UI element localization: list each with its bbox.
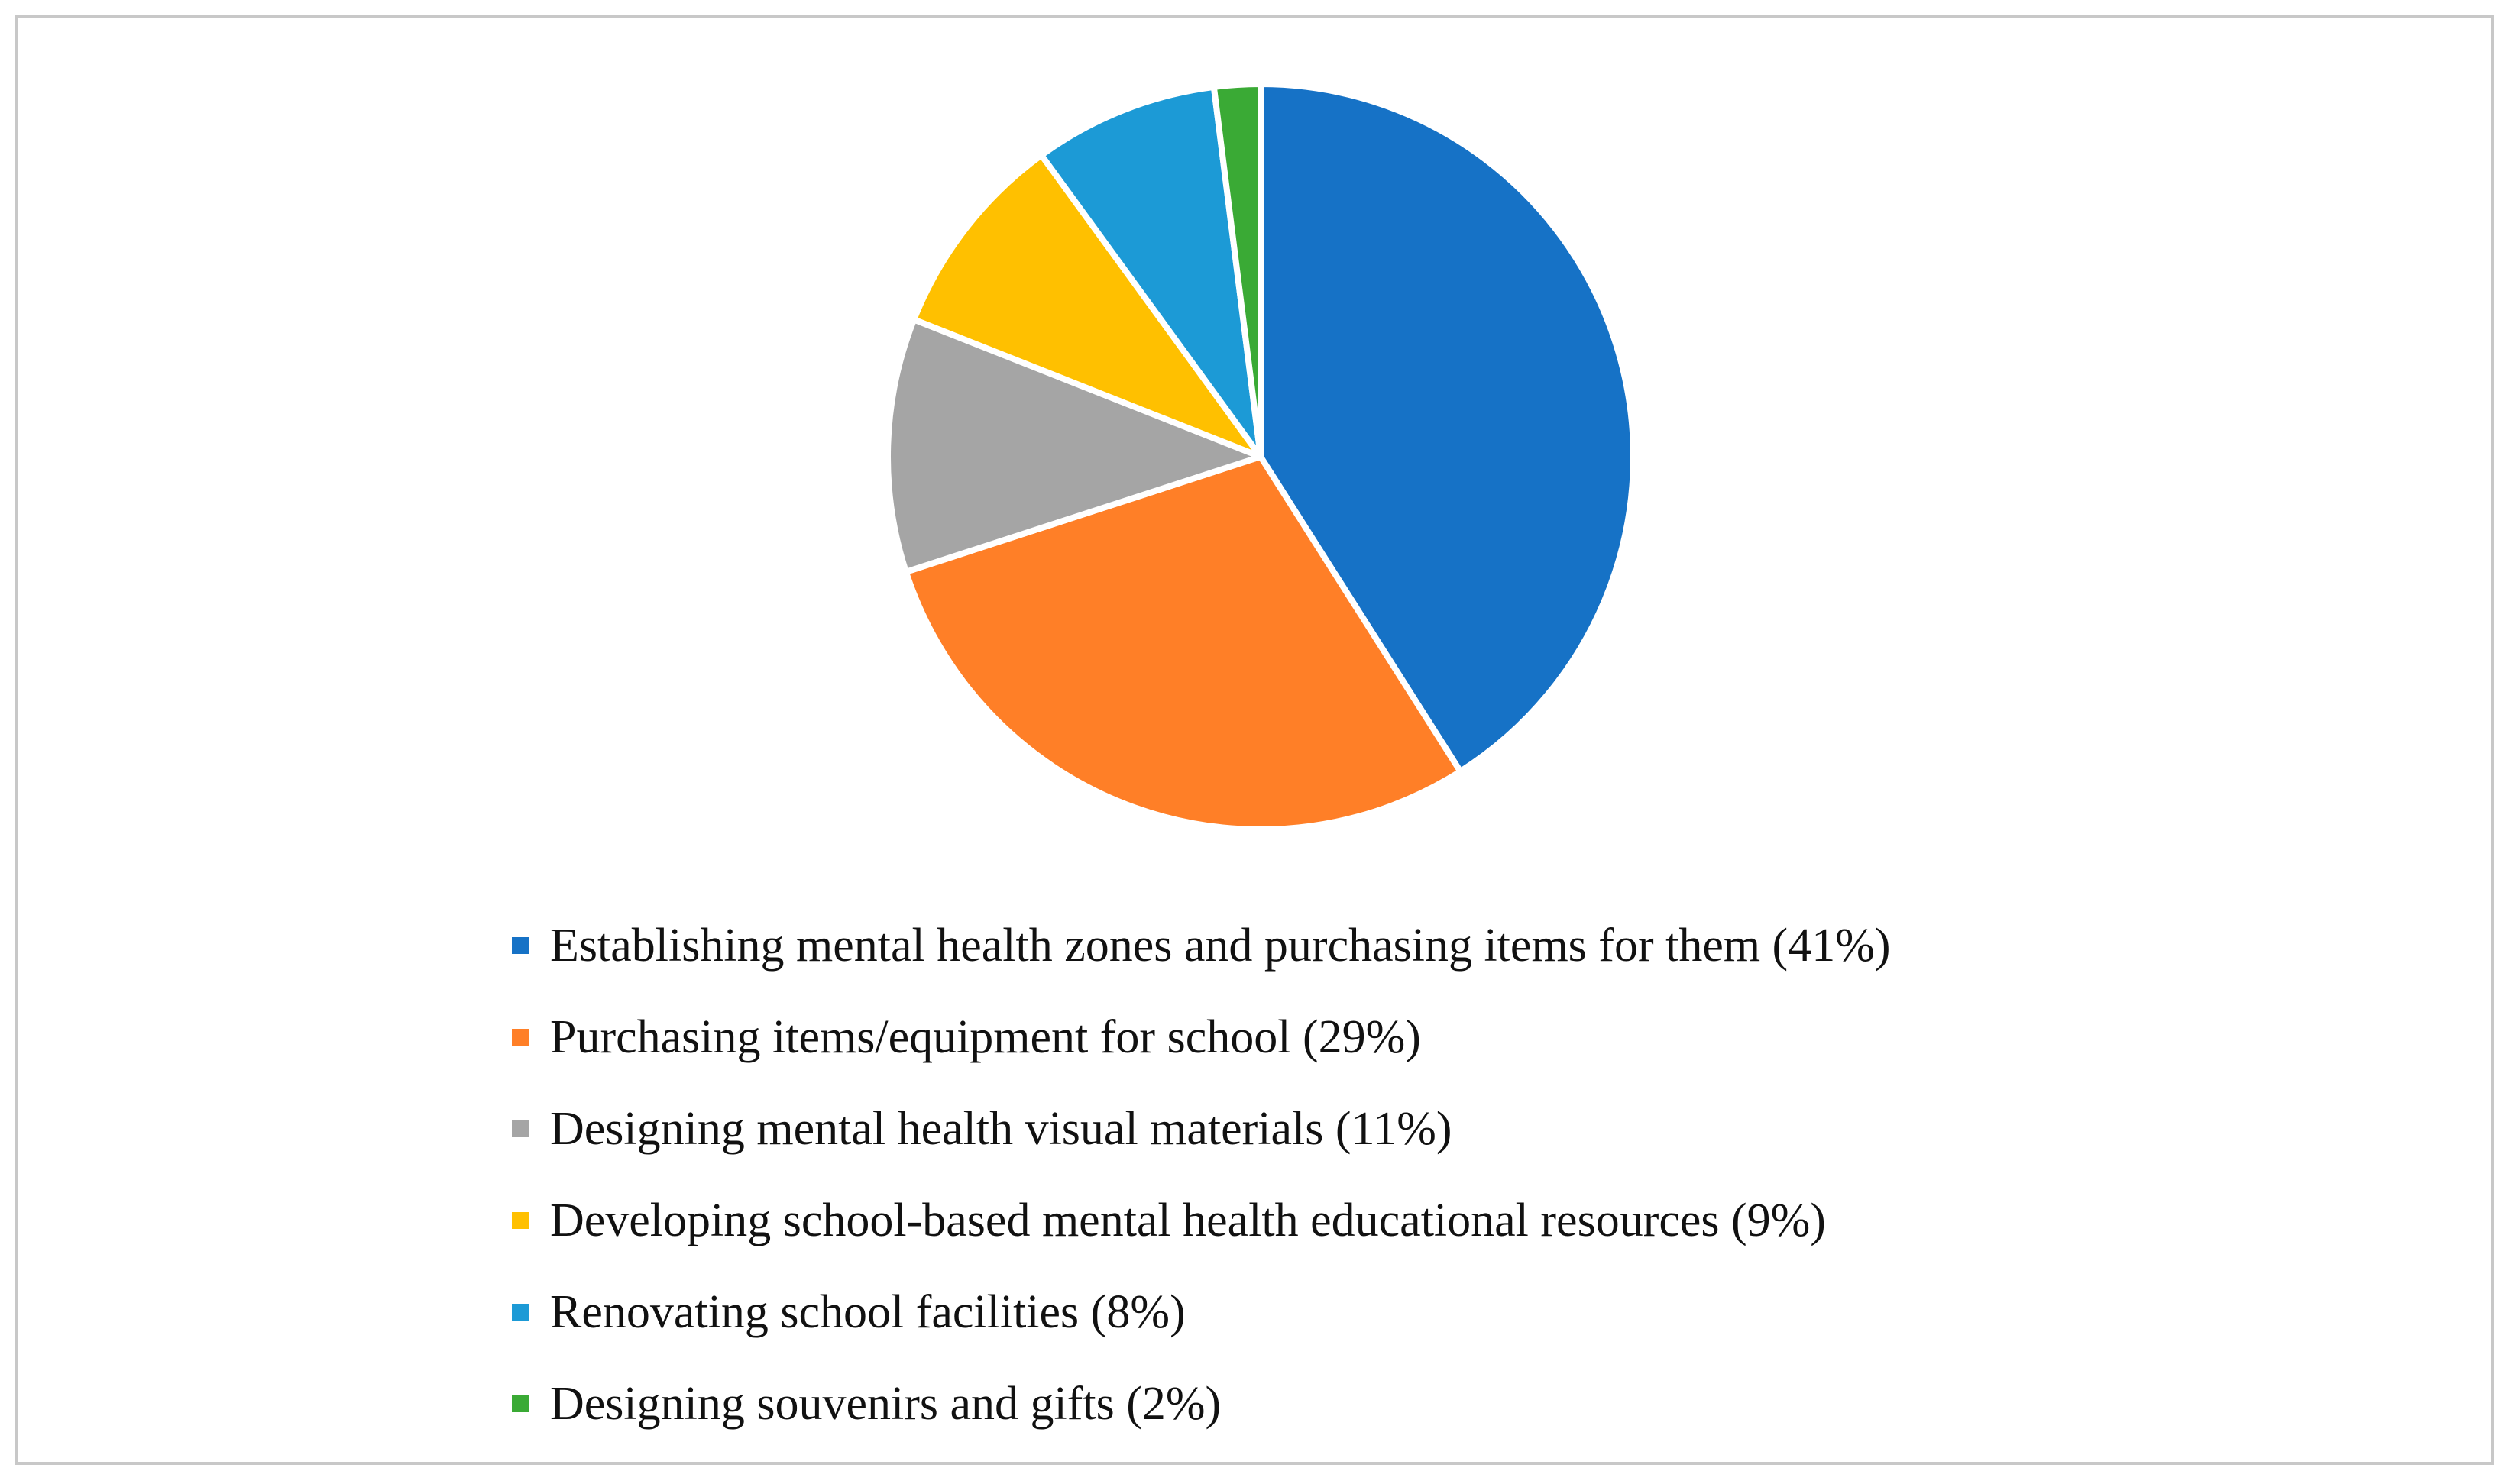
- legend-item-5: Renovating school facilities (8%): [512, 1266, 1891, 1358]
- legend-swatch-icon: [512, 1212, 529, 1229]
- legend: Establishing mental health zones and pur…: [512, 900, 1891, 1450]
- legend-label: Establishing mental health zones and pur…: [550, 922, 1891, 969]
- legend-swatch-icon: [512, 1395, 529, 1412]
- legend-item-6: Designing souvenirs and gifts (2%): [512, 1358, 1891, 1450]
- legend-label: Renovating school facilities (8%): [550, 1288, 1186, 1336]
- legend-item-1: Establishing mental health zones and pur…: [512, 900, 1891, 991]
- legend-item-2: Purchasing items/equipment for school (2…: [512, 991, 1891, 1083]
- legend-label: Developing school-based mental health ed…: [550, 1197, 1826, 1244]
- legend-swatch-icon: [512, 1120, 529, 1137]
- legend-label: Designing souvenirs and gifts (2%): [550, 1380, 1221, 1427]
- legend-swatch-icon: [512, 1029, 529, 1046]
- legend-label: Designing mental health visual materials…: [550, 1105, 1452, 1153]
- legend-swatch-icon: [512, 937, 529, 954]
- legend-item-4: Developing school-based mental health ed…: [512, 1175, 1891, 1266]
- legend-label: Purchasing items/equipment for school (2…: [550, 1014, 1421, 1061]
- legend-item-3: Designing mental health visual materials…: [512, 1083, 1891, 1175]
- pie-slices: [888, 84, 1633, 829]
- legend-swatch-icon: [512, 1304, 529, 1321]
